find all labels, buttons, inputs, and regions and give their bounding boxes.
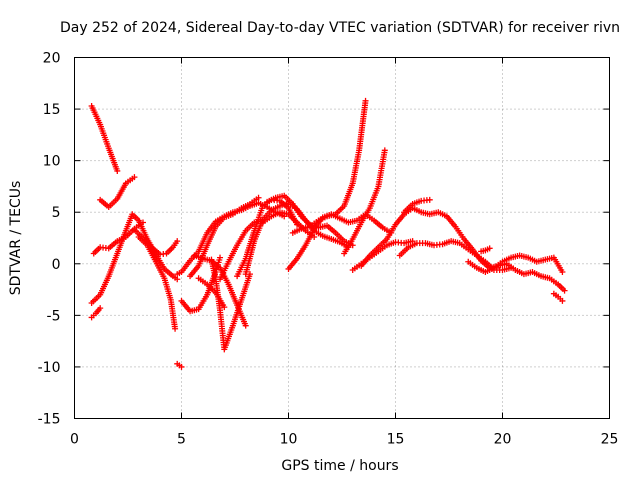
- y-tick-label: 5: [52, 205, 61, 221]
- y-tick-label: 0: [52, 257, 61, 273]
- series-arc-24: [358, 205, 493, 271]
- plot-frame: [74, 57, 610, 419]
- series-arc-7: [135, 233, 179, 332]
- data-point: [131, 174, 138, 181]
- data-point: [255, 194, 262, 201]
- series-arc-21: [289, 97, 369, 236]
- x-tick-label: 0: [70, 432, 79, 448]
- series-arc-5: [88, 305, 104, 321]
- data-point: [174, 238, 181, 245]
- x-tick-label: 10: [280, 432, 298, 448]
- series-arc-12: [187, 194, 262, 280]
- series-arc-22: [341, 147, 388, 257]
- y-tick-label: -10: [38, 360, 61, 376]
- data-point: [486, 245, 493, 252]
- x-tick-label: 5: [177, 432, 186, 448]
- y-tick-label: -15: [38, 412, 61, 428]
- x-tick-label: 20: [494, 432, 512, 448]
- series-arc-14: [208, 256, 253, 353]
- data-point: [221, 304, 228, 311]
- series-arc-30: [550, 290, 566, 304]
- axis-layer: 0 5 10 15 20 25 -15 -10 -5 0 5 10 15 20: [38, 51, 619, 448]
- data-point: [178, 363, 185, 370]
- data-point: [172, 325, 179, 332]
- y-tick-label: 20: [43, 51, 61, 67]
- data-point: [426, 196, 433, 203]
- data-point: [381, 147, 388, 154]
- data-point: [559, 269, 566, 276]
- data-point: [242, 322, 249, 329]
- series-arc-29: [478, 245, 493, 255]
- series-arc-1: [88, 102, 121, 174]
- data-point: [97, 305, 104, 312]
- y-tick-label: 15: [43, 102, 61, 118]
- series-arc-28: [486, 260, 568, 294]
- data-point: [217, 254, 224, 261]
- y-tick-label: -5: [47, 308, 61, 324]
- series-arc-18: [259, 209, 318, 240]
- data-point: [114, 167, 121, 174]
- y-axis-label: SDTVAR / TECUs: [8, 181, 24, 296]
- series-arc-23: [349, 238, 416, 273]
- data-layer: [88, 97, 568, 370]
- grid-layer: [74, 57, 610, 419]
- series-arc-15: [217, 217, 266, 283]
- series-arc-6: [131, 226, 181, 258]
- series-arc-8: [174, 360, 185, 370]
- data-point: [561, 287, 568, 294]
- data-point: [174, 276, 181, 283]
- x-tick-label: 15: [387, 432, 405, 448]
- data-point: [559, 297, 566, 304]
- x-axis-label: GPS time / hours: [281, 458, 398, 474]
- series-arc-26: [401, 196, 433, 216]
- series-arc-2: [97, 174, 138, 211]
- chart-title: Day 252 of 2024, Sidereal Day-to-day VTE…: [60, 20, 620, 36]
- x-tick-label: 25: [601, 432, 619, 448]
- y-tick-label: 10: [43, 154, 61, 170]
- data-point: [362, 97, 369, 104]
